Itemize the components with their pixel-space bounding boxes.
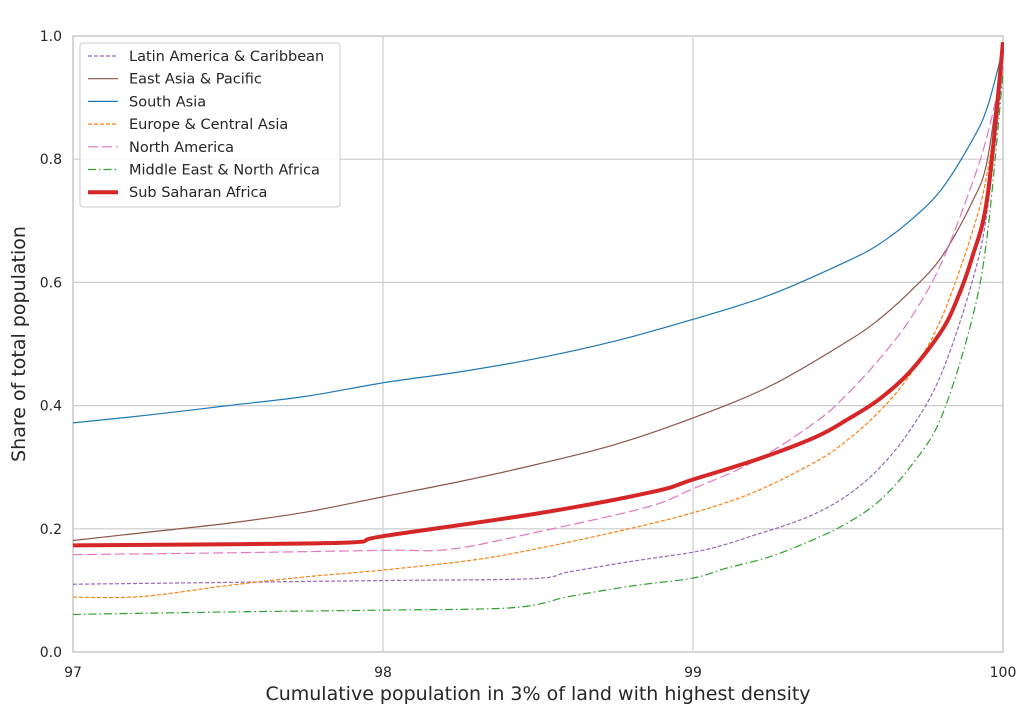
series-line-middle-east-north-africa: [73, 72, 1004, 616]
y-tick-label: 0.6: [40, 275, 62, 291]
legend-label-middle-east-north-africa: Middle East & North Africa: [129, 163, 320, 179]
series-line-south-asia: [73, 48, 1004, 424]
series-line-latin-america-caribbean: [73, 66, 1004, 585]
legend-label-east-asia-pacific: East Asia & Pacific: [129, 72, 262, 88]
y-axis-ticks: 0.0 0.2 0.4 0.6 0.8 1.0: [40, 29, 62, 661]
y-tick-label: 0.0: [40, 645, 62, 661]
legend-box: [79, 42, 341, 208]
x-tick-label: 99: [684, 665, 702, 681]
legend-label-europe-central-asia: Europe & Central Asia: [129, 117, 288, 133]
series-line-east-asia-pacific: [73, 48, 1004, 542]
x-tick-label: 97: [64, 665, 82, 681]
y-tick-label: 0.2: [40, 522, 62, 538]
legend-label-south-asia: South Asia: [129, 94, 206, 110]
series-line-europe-central-asia: [73, 66, 1004, 599]
series-line-sub-saharan-africa: [73, 41, 1004, 548]
legend-label-sub-saharan-africa: Sub Saharan Africa: [129, 185, 267, 201]
x-tick-label: 100: [990, 665, 1017, 681]
x-axis-ticks: 97 98 99 100: [64, 665, 1016, 681]
y-tick-label: 1.0: [40, 29, 62, 45]
plot-border: [72, 35, 1004, 653]
legend-label-north-america: North America: [129, 140, 234, 156]
x-tick-label: 98: [374, 665, 392, 681]
y-axis-label: Share of total population: [8, 226, 30, 462]
legend: Latin America & Caribbean East Asia & Pac…: [79, 42, 341, 208]
series-layer: [73, 41, 1004, 616]
plot-frame: [72, 35, 1004, 653]
y-tick-label: 0.4: [40, 399, 62, 415]
x-axis-label: Cumulative population in 3% of land with…: [265, 683, 810, 705]
legend-label-latin-america-caribbean: Latin America & Caribbean: [129, 49, 324, 65]
y-tick-label: 0.8: [40, 152, 62, 168]
